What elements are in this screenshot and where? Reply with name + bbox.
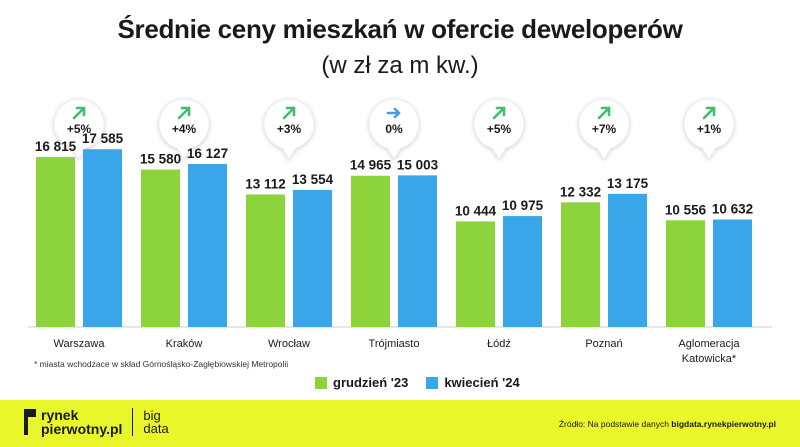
arrow-up-right-icon: [72, 106, 86, 120]
change-label: +4%: [172, 122, 197, 136]
x-tick-label: Warszawa: [54, 338, 106, 350]
bigdata-line-2: data: [143, 421, 169, 436]
bar-kwiecien-5: [608, 193, 647, 327]
logo-mark-icon: [24, 409, 36, 435]
footnote: * miasta wchodzace w skład Górnośląsko-Z…: [34, 359, 289, 369]
change-label: +5%: [487, 122, 512, 136]
data-label: 16 127: [187, 146, 228, 161]
change-label: +1%: [697, 122, 722, 136]
arrow-up-right-icon: [492, 106, 506, 120]
change-bubble-5: +7%: [578, 98, 630, 160]
change-bubble-shape: [263, 98, 315, 160]
arrow-up-right-icon: [597, 106, 611, 120]
data-label: 16 815: [35, 139, 77, 154]
bar-kwiecien-0: [83, 149, 122, 327]
change-bubble-2: +3%: [263, 98, 315, 160]
bar-grudzien-4: [456, 221, 495, 327]
bar-kwiecien-2: [293, 189, 332, 327]
chart-title: Średnie ceny mieszkań w ofercie dewelope…: [117, 14, 683, 44]
bar-kwiecien-6: [713, 219, 752, 327]
logo-wordmark: rynek pierwotny.pl: [41, 408, 122, 436]
bar-grudzien-5: [561, 202, 600, 327]
change-bubble-shape: [53, 98, 105, 160]
x-tick-label: Łódź: [487, 338, 511, 350]
data-label: 13 554: [292, 172, 334, 187]
change-label: +5%: [67, 122, 92, 136]
x-tick-label: Wrocław: [268, 338, 310, 350]
change-bubble-3: 0%: [368, 98, 420, 160]
change-bubble-4: +5%: [473, 98, 525, 160]
bar-grudzien-1: [141, 169, 180, 327]
legend: grudzień '23 kwiecień '24: [315, 375, 520, 390]
data-label: 15 003: [397, 157, 439, 172]
legend-item-series-2: kwiecień '24: [426, 375, 520, 390]
legend-swatch-series-2: [426, 376, 439, 389]
logo-divider: [132, 408, 134, 436]
legend-item-series-1: grudzień '23: [315, 375, 408, 390]
bigdata-logo: big data: [143, 409, 168, 435]
arrow-right-icon: [386, 107, 401, 119]
source-prefix: Źródło: Na podstawie danych: [558, 419, 669, 429]
bar-grudzien-2: [246, 194, 285, 327]
footer-bar: rynek pierwotny.pl big data Źródło: Na p…: [0, 400, 800, 447]
logo-line-1: rynek: [41, 407, 79, 423]
legend-label-series-1: grudzień '23: [333, 375, 409, 390]
arrow-up-right-icon: [282, 106, 296, 120]
change-bubble-shape: [473, 98, 525, 160]
change-bubble-0: +5%: [53, 98, 105, 160]
change-bubble-shape: [158, 98, 210, 160]
bar-kwiecien-3: [398, 175, 437, 327]
bar-chart: +5% 16 815 17 585 Warszawa +4% 15 580 16 127 Kr…: [28, 98, 772, 365]
x-tick-label: Katowicka*: [682, 353, 737, 365]
chart-subtitle: (w zł za m kw.): [321, 52, 479, 79]
data-label: 12 332: [560, 184, 601, 199]
change-label: +7%: [592, 122, 617, 136]
change-bubble-shape: [578, 98, 630, 160]
data-label: 14 965: [350, 158, 392, 173]
data-label: 10 632: [712, 202, 753, 217]
arrow-up-right-icon: [702, 106, 716, 120]
bar-grudzien-3: [351, 175, 390, 327]
logo-line-2: pierwotny.pl: [41, 421, 123, 437]
x-tick-label: Kraków: [166, 338, 203, 350]
data-label: 10 444: [455, 203, 497, 218]
data-label: 13 112: [245, 176, 286, 191]
data-label: 17 585: [82, 131, 124, 146]
bar-kwiecien-4: [503, 216, 542, 327]
change-label: +3%: [277, 122, 302, 136]
data-label: 15 580: [140, 152, 181, 167]
legend-label-series-2: kwiecień '24: [444, 375, 520, 390]
bigdata-line-1: big: [143, 408, 161, 423]
data-label: 10 975: [502, 198, 544, 213]
bar-kwiecien-1: [188, 163, 227, 327]
bar-grudzien-6: [666, 220, 705, 327]
x-tick-label: Trójmiasto: [369, 338, 420, 350]
change-label: 0%: [385, 122, 403, 136]
data-label: 13 175: [607, 176, 649, 191]
change-bubble-shape: [368, 98, 420, 160]
source-note: Źródło: Na podstawie danych bigdata.ryne…: [559, 419, 776, 429]
x-tick-label: Aglomeracja: [678, 338, 740, 350]
change-bubble-1: +4%: [158, 98, 210, 160]
source-link[interactable]: bigdata.rynekpierwotny.pl: [671, 419, 776, 429]
bar-grudzien-0: [36, 157, 75, 327]
change-bubble-shape: [683, 98, 735, 160]
legend-swatch-series-1: [315, 376, 327, 389]
brand-logo[interactable]: rynek pierwotny.pl big data: [24, 408, 169, 436]
data-label: 10 556: [665, 202, 707, 217]
x-tick-label: Poznań: [585, 338, 622, 350]
arrow-up-right-icon: [177, 106, 191, 120]
change-bubble-6: +1%: [683, 98, 735, 160]
